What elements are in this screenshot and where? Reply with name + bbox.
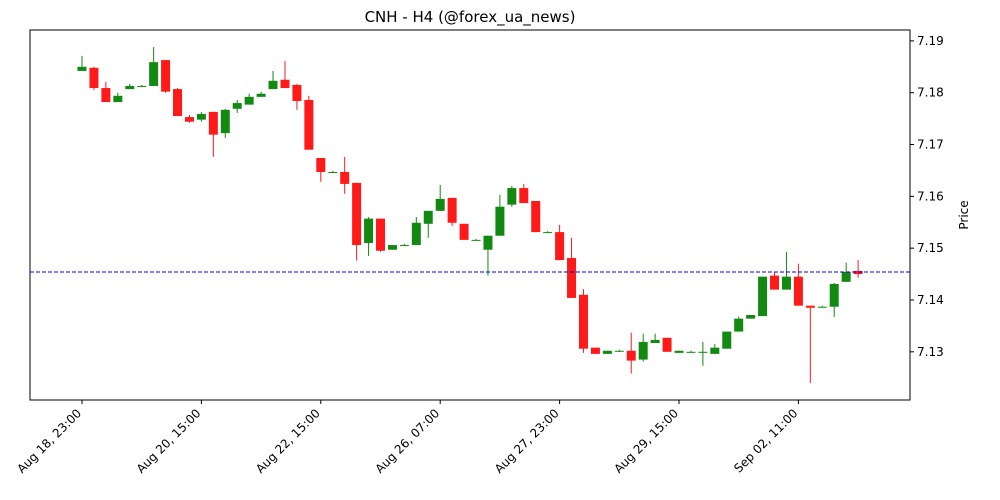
candle-body <box>232 103 242 109</box>
candle-body <box>543 232 553 234</box>
candle-body <box>411 222 421 246</box>
candle-body <box>161 60 171 92</box>
candle-body <box>567 258 577 298</box>
candle-body <box>590 347 600 354</box>
candle-body <box>340 171 350 184</box>
candle-body <box>531 201 541 233</box>
candle-body <box>841 272 851 282</box>
candle-body <box>459 223 469 240</box>
candle-body <box>650 339 660 343</box>
candle-body <box>208 111 218 135</box>
candle-body <box>173 89 183 117</box>
y-axis-label: Price <box>957 200 971 229</box>
candle-body <box>352 182 362 246</box>
candle-body <box>435 198 445 211</box>
candle-body <box>244 96 254 105</box>
candle-body <box>746 315 756 319</box>
candle-body <box>805 305 815 308</box>
candle-body <box>364 218 374 243</box>
y-tick-label: 7.16 <box>917 189 944 203</box>
candle-body <box>399 245 409 247</box>
candle-body <box>483 235 493 250</box>
x-tick-label: Aug 29, 15:00 <box>611 406 681 476</box>
candle-body <box>507 188 517 205</box>
candle-body <box>519 188 529 204</box>
candle-body <box>220 109 230 134</box>
y-tick-label: 7.14 <box>917 293 944 307</box>
candle-body <box>817 306 827 308</box>
candle-body <box>781 276 791 290</box>
candle-body <box>853 270 863 275</box>
candle-body <box>674 350 684 353</box>
x-tick-label: Aug 26, 07:00 <box>373 406 443 476</box>
y-tick-label: 7.15 <box>917 241 944 255</box>
x-tick-label: Aug 18, 23:00 <box>14 406 84 476</box>
candle-body <box>125 85 135 90</box>
candle-body <box>101 88 111 103</box>
candle-body <box>304 99 314 150</box>
y-tick-label: 7.13 <box>917 345 944 359</box>
chart-title: CNH - H4 (@forex_ua_news) <box>365 8 576 27</box>
candle-body <box>268 80 278 90</box>
candle-body <box>698 351 708 353</box>
candle-body <box>376 218 385 251</box>
candle-body <box>292 84 302 101</box>
x-tick-label: Aug 20, 15:00 <box>134 406 204 476</box>
candle-body <box>328 171 338 173</box>
candle-body <box>722 331 732 349</box>
candle-body <box>578 294 588 349</box>
candle-body <box>793 276 803 306</box>
candle-body <box>758 276 768 317</box>
candle-body <box>77 66 87 71</box>
x-tick-label: Aug 27, 23:00 <box>492 406 562 476</box>
candle-body <box>662 337 672 352</box>
candle-body <box>196 113 206 120</box>
candle-body <box>137 85 147 87</box>
candle-body <box>447 197 457 223</box>
candle-body <box>734 318 744 332</box>
candle-body <box>686 351 696 353</box>
candle-body <box>89 67 99 89</box>
candle-body <box>256 93 266 97</box>
candle-body <box>555 232 565 261</box>
candle-body <box>829 283 839 307</box>
candle-body <box>184 117 194 122</box>
candle-body <box>149 62 159 86</box>
candle-body <box>495 206 505 236</box>
candle-body <box>471 239 481 241</box>
candle-body <box>113 95 123 103</box>
candle-body <box>316 157 326 172</box>
candle-body <box>280 79 290 89</box>
y-tick-label: 7.17 <box>917 138 944 152</box>
candle-body <box>387 245 397 250</box>
candle-body <box>602 350 612 354</box>
candle-body <box>626 350 636 361</box>
y-tick-label: 7.18 <box>917 86 944 100</box>
candle-body <box>770 275 780 290</box>
y-tick-label: 7.19 <box>917 34 944 48</box>
candle-body <box>710 347 720 354</box>
x-tick-label: Aug 22, 15:00 <box>253 406 323 476</box>
candle-body <box>423 210 433 224</box>
plot-frame <box>29 29 911 401</box>
candle-body <box>614 350 624 352</box>
candle-body <box>638 341 648 360</box>
x-tick-label: Sep 02, 11:00 <box>731 406 800 475</box>
